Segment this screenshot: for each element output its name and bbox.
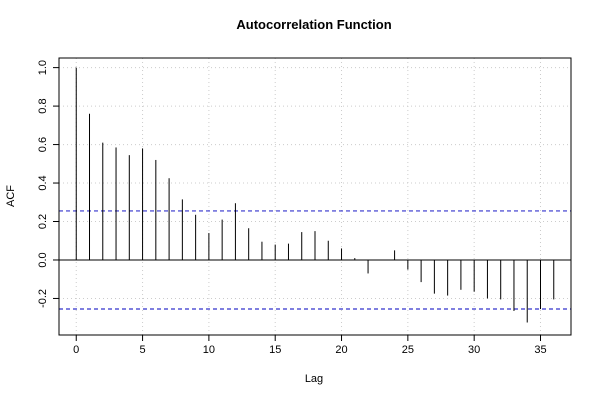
x-tick-label: 30	[468, 344, 480, 356]
x-axis: 0 5 10 15 20 25 30 35	[73, 334, 547, 356]
y-axis: -0.2 0.0 0.2 0.4 0.6 0.8 1.0	[37, 60, 60, 308]
x-axis-label: Lag	[305, 373, 323, 385]
grid-lines	[59, 58, 571, 335]
x-tick-label: 0	[73, 344, 79, 356]
plot-frame	[58, 57, 572, 336]
acf-bars	[75, 67, 555, 323]
y-tick-label: -0.2	[37, 289, 49, 308]
y-tick-label: 0.4	[37, 175, 49, 190]
y-axis-label: ACF	[5, 185, 17, 207]
x-tick-label: 35	[534, 344, 546, 356]
y-tick-label: 0.0	[37, 252, 49, 267]
x-tick-label: 10	[203, 344, 215, 356]
x-tick-label: 15	[269, 344, 281, 356]
x-tick-label: 5	[140, 344, 146, 356]
y-tick-label: 0.8	[37, 98, 49, 113]
y-tick-label: 1.0	[37, 60, 49, 75]
x-tick-label: 20	[335, 344, 347, 356]
confidence-bounds	[59, 210, 571, 310]
y-tick-label: 0.2	[37, 214, 49, 229]
x-tick-label: 25	[402, 344, 414, 356]
y-tick-label: 0.6	[37, 137, 49, 152]
chart-title: Autocorrelation Function	[236, 17, 391, 32]
